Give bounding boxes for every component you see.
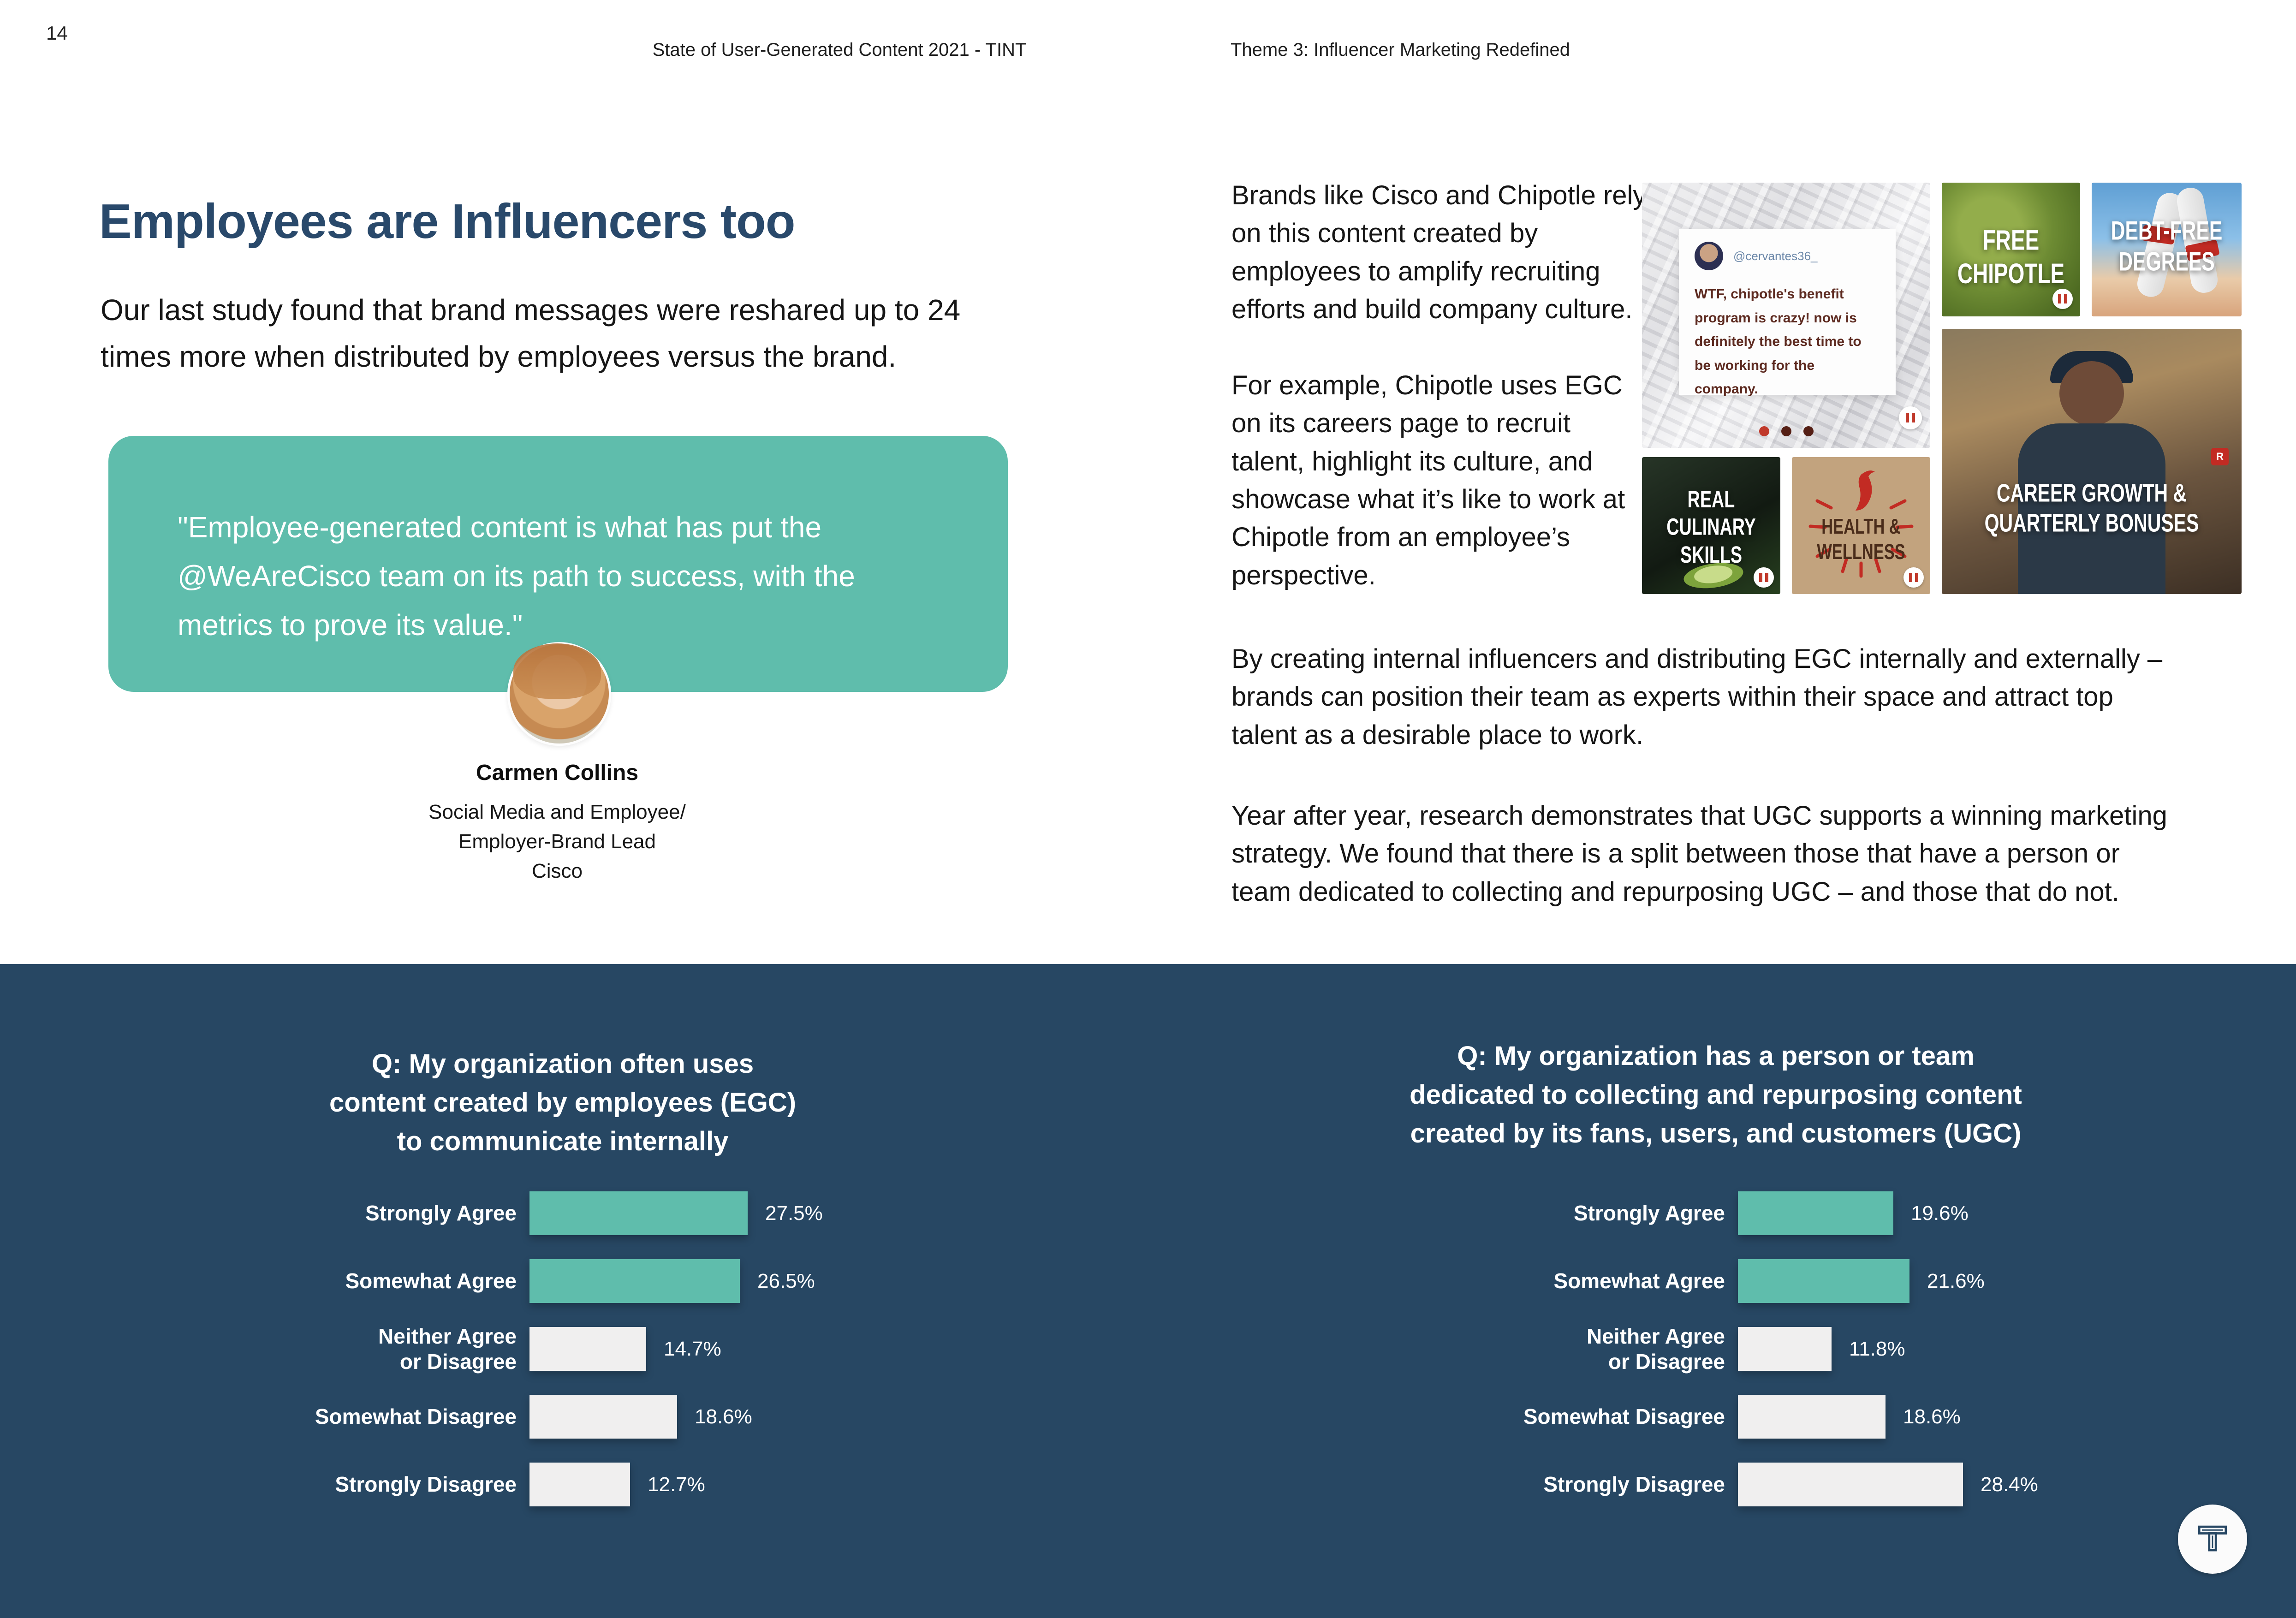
chart-row-label: Neither Agree or Disagree — [378, 1324, 517, 1374]
charts-section: Q: My organization often uses content cr… — [0, 964, 2296, 1618]
carousel-dot[interactable] — [1803, 426, 1814, 436]
person-role-line2: Employer-Brand Lead — [458, 830, 656, 853]
chart-bar — [529, 1463, 630, 1506]
intro-text-bold: 24 times — [101, 293, 961, 374]
chart-bar-value: 12.7% — [648, 1473, 705, 1496]
chart-row-label: Strongly Agree — [1573, 1201, 1725, 1225]
quote-text: "Employee-generated content is what has … — [178, 511, 855, 642]
person-block: Carmen Collins Social Media and Employee… — [327, 760, 788, 886]
chart-bar-value: 26.5% — [757, 1269, 815, 1292]
tweet-avatar — [1695, 242, 1723, 270]
chart2-title: Q: My organization has a person or team … — [1410, 1041, 2022, 1149]
tile-health-wellness: HEALTH & WELLNESS — [1792, 457, 1930, 594]
paragraph-internal-influencers: By creating internal influencers and dis… — [1231, 644, 2163, 750]
chart-row: Somewhat Disagree 18.6% — [1384, 1383, 2038, 1451]
chart-bar — [1738, 1327, 1832, 1371]
chart-row-label: Strongly Disagree — [335, 1472, 517, 1497]
chart-row-label: Somewhat Disagree — [1523, 1404, 1725, 1429]
carousel-dot-active[interactable] — [1759, 426, 1769, 436]
chart-bar — [1738, 1463, 1963, 1506]
chart-row-label: Somewhat Disagree — [315, 1404, 517, 1429]
chart-bar-value: 11.8% — [1849, 1337, 1905, 1360]
chart-bar — [1738, 1259, 1909, 1303]
chart-bar-value: 19.6% — [1911, 1202, 1969, 1225]
chart-bar — [529, 1191, 748, 1235]
paragraph-brands: Brands like Cisco and Chipotle rely on t… — [1231, 180, 1647, 325]
chart-row: Somewhat Agree 21.6% — [1384, 1247, 2038, 1315]
chart-row-label: Neither Agree or Disagree — [1587, 1324, 1725, 1374]
chart-bar-value: 28.4% — [1981, 1473, 2038, 1496]
carousel-dots[interactable] — [1642, 426, 1930, 436]
chart-row-label: Somewhat Agree — [345, 1269, 517, 1293]
tile-wellness-label: HEALTH & WELLNESS — [1817, 514, 1905, 564]
chart-row: Somewhat Agree 26.5% — [175, 1247, 823, 1315]
chart-row: Neither Agree or Disagree 14.7% — [175, 1315, 823, 1383]
tint-t-icon — [2198, 1525, 2227, 1552]
chart1-title: Q: My organization often uses content cr… — [329, 1049, 797, 1157]
chart-row: Strongly Agree 27.5% — [175, 1179, 823, 1247]
pepper-rays-icon — [1808, 470, 1914, 578]
tile-free-chipotle-label: FREE CHIPOTLE — [1957, 224, 2065, 290]
tweet-text: WTF, chipotle's benefit program is crazy… — [1695, 286, 1862, 397]
chart-row: Strongly Agree 19.6% — [1384, 1179, 2038, 1247]
person-role-line1: Social Media and Employee/ — [428, 801, 686, 823]
header-title: State of User-Generated Content 2021 - T… — [652, 40, 1027, 60]
tweet-handle: @cervantes36_ — [1733, 249, 1818, 263]
employee-torso-shape — [2018, 423, 2165, 594]
tile-employee-tweet: @cervantes36_ WTF, chipotle's benefit pr… — [1642, 183, 1930, 448]
chart2-ugc-team: Strongly Agree 19.6% Somewhat Agree 21.6… — [1384, 1179, 2038, 1518]
tile-free-chipotle: FREE CHIPOTLE — [1942, 183, 2080, 316]
chart-bar-value: 27.5% — [765, 1202, 823, 1225]
chart-row-label: Somewhat Agree — [1553, 1269, 1725, 1293]
page-number: 14 — [46, 22, 68, 44]
chart-bar-value: 21.6% — [1927, 1269, 1985, 1292]
carousel-dot[interactable] — [1781, 426, 1791, 436]
tint-logo[interactable] — [2178, 1505, 2247, 1574]
chart1-egc-internal: Strongly Agree 27.5% Somewhat Agree 26.5… — [175, 1179, 823, 1518]
page-title: Employees are Influencers too — [99, 194, 796, 249]
chart-bar-value: 14.7% — [664, 1337, 721, 1360]
chipotle-badge: R — [2211, 448, 2229, 465]
chart-bar — [529, 1327, 646, 1371]
tweet-card: @cervantes36_ WTF, chipotle's benefit pr… — [1679, 229, 1896, 397]
pause-icon[interactable] — [1754, 567, 1774, 588]
tile-career-growth-label: CAREER GROWTH & QUARTERLY BONUSES — [1984, 479, 2199, 537]
pause-icon[interactable] — [1903, 567, 1924, 588]
chart-bar-value: 18.6% — [1903, 1405, 1961, 1428]
chart-bar — [529, 1259, 740, 1303]
tile-real-culinary-skills: REAL CULINARY SKILLS — [1642, 457, 1780, 594]
red-pepper-shape — [1856, 470, 1875, 511]
chart-row-label: Strongly Agree — [365, 1201, 517, 1225]
intro-paragraph: Our last study found that brand messages… — [101, 287, 1023, 380]
paragraph-chipotle-egc: For example, Chipotle uses EGC on its ca… — [1231, 370, 1625, 590]
tile-culinary-label: REAL CULINARY SKILLS — [1666, 486, 1756, 568]
tile-debt-free-degrees: DEBT-FREE DEGREES — [2092, 183, 2242, 316]
pause-icon[interactable] — [2052, 289, 2073, 309]
chart-bar — [1738, 1191, 1893, 1235]
header-theme: Theme 3: Influencer Marketing Redefined — [1231, 40, 1570, 60]
chipotle-egc-collage: @cervantes36_ WTF, chipotle's benefit pr… — [1642, 177, 2242, 594]
chart-row-label: Strongly Disagree — [1543, 1472, 1725, 1497]
employee-head-shape — [2059, 361, 2124, 426]
intro-text-before: Our last study found that brand messages… — [101, 293, 928, 327]
quote-card: "Employee-generated content is what has … — [108, 436, 1008, 692]
person-company: Cisco — [531, 859, 583, 882]
tile-debt-free-label: DEBT-FREE DEGREES — [2111, 216, 2223, 277]
chart-row: Neither Agree or Disagree 11.8% — [1384, 1315, 2038, 1383]
person-role: Social Media and Employee/ Employer-Bran… — [327, 797, 788, 886]
tile-career-growth: CAREER GROWTH & QUARTERLY BONUSES R — [1942, 329, 2242, 594]
pause-icon[interactable] — [1899, 406, 1922, 429]
person-name: Carmen Collins — [476, 761, 639, 785]
chart-bar — [1738, 1395, 1886, 1439]
chart-row: Strongly Disagree 28.4% — [1384, 1451, 2038, 1518]
paragraph-ugc-research: Year after year, research demonstrates t… — [1231, 801, 2167, 907]
chart-row: Somewhat Disagree 18.6% — [175, 1383, 823, 1451]
chart-bar — [529, 1395, 677, 1439]
avatar — [507, 642, 611, 746]
chart-bar-value: 18.6% — [695, 1405, 752, 1428]
chart-row: Strongly Disagree 12.7% — [175, 1451, 823, 1518]
intro-text-after: more when distributed by employees versu… — [171, 340, 897, 374]
avatar-hair — [513, 643, 601, 699]
